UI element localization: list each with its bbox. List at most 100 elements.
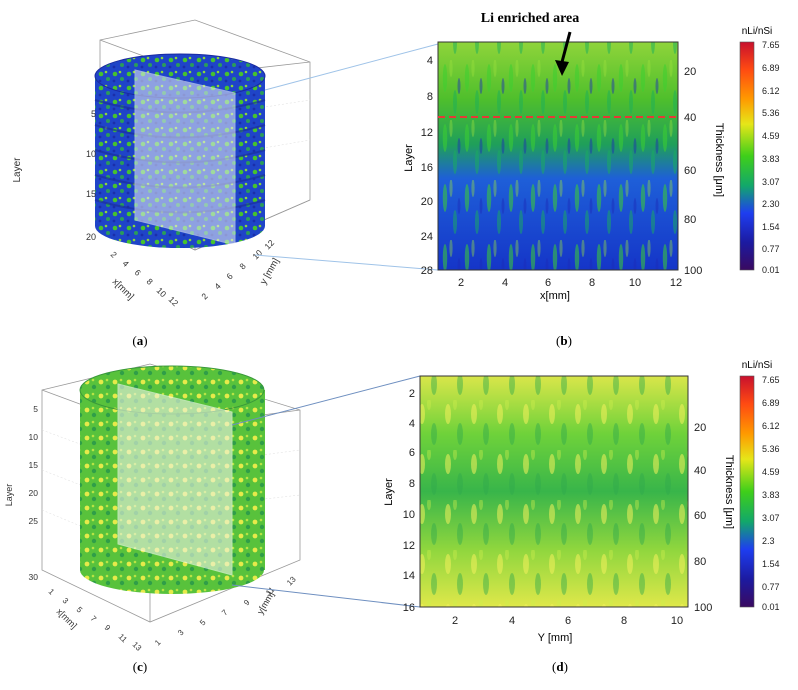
y2-tick: 40 <box>684 112 696 124</box>
x-tick: 2 <box>458 277 464 289</box>
cbar-tick: 3.83 <box>762 154 780 164</box>
x-tick: 4 <box>509 615 515 627</box>
y2-tick: 60 <box>694 510 706 522</box>
annotation-arrow <box>555 31 572 76</box>
y-tick: 4 <box>212 281 223 292</box>
panel-d-y2-label: Thickness [μm] <box>723 455 735 529</box>
y-tick: 13 <box>285 574 298 587</box>
x-tick: 8 <box>621 615 627 627</box>
cbar-tick: 4.59 <box>762 131 780 141</box>
cbar-tick: 4.59 <box>762 467 780 477</box>
panel-a: 5 10 15 20 Layer 2 4 6 8 10 12 x[mm] 2 4… <box>12 19 311 348</box>
x-tick: 3 <box>61 596 71 606</box>
y-tick: 6 <box>409 447 415 459</box>
leader-line-bottom-cd <box>231 584 421 608</box>
panel-c-y-label: y[mm] <box>255 590 276 616</box>
x-tick: 10 <box>155 285 169 299</box>
x-tick: 8 <box>589 277 595 289</box>
panel-a-y-ticks: 2 4 6 8 10 12 <box>199 237 276 301</box>
y2-tick: 40 <box>694 465 706 477</box>
y2-tick: 100 <box>684 265 702 277</box>
panel-c-slice-plane <box>117 383 233 576</box>
cbar-tick: 3.07 <box>762 177 780 187</box>
x-tick: 7 <box>89 614 99 624</box>
panel-d-y-label: Layer <box>383 478 395 506</box>
z-tick: 20 <box>86 232 96 242</box>
leader-line-top <box>264 43 439 91</box>
x-tick: 1 <box>47 587 57 597</box>
y-tick: 16 <box>403 602 415 614</box>
x-tick: 6 <box>565 615 571 627</box>
panel-d: 2 4 6 8 10 12 14 16 Layer 20 40 60 80 10… <box>383 360 780 674</box>
cbar-tick: 0.77 <box>762 582 780 592</box>
panel-a-z-ticks: 5 10 15 20 <box>86 109 96 242</box>
z-tick: 10 <box>86 149 96 159</box>
cbar-tick: 3.07 <box>762 513 780 523</box>
panel-d-x-label: Y [mm] <box>538 632 573 644</box>
panel-d-y-ticks: 2 4 6 8 10 12 14 16 <box>403 388 415 614</box>
x-tick: 9 <box>103 623 113 633</box>
y-tick: 3 <box>176 628 186 638</box>
cbar-tick: 5.36 <box>762 444 780 454</box>
x-tick: 4 <box>502 277 508 289</box>
panel-a-y-label: y [mm] <box>258 256 282 286</box>
y2-tick: 80 <box>684 214 696 226</box>
panel-b-y-label: Layer <box>403 144 415 172</box>
panel-c-x-ticks: 1 3 5 7 9 11 13 <box>47 587 144 653</box>
y-tick: 10 <box>403 509 415 521</box>
y-tick: 12 <box>421 127 433 139</box>
panel-a-z-label: Layer <box>12 157 23 183</box>
y2-tick: 100 <box>694 602 712 614</box>
panel-b-y2-label: Thickness [μm] <box>713 123 725 197</box>
x-tick: 12 <box>670 277 682 289</box>
x-tick: 13 <box>131 640 144 653</box>
y-tick: 4 <box>427 55 433 67</box>
x-tick: 11 <box>117 632 130 645</box>
colorbar-d-ticks: 7.65 6.89 6.12 5.36 4.59 3.83 3.07 2.3 1… <box>762 375 780 612</box>
x-tick: 6 <box>133 267 144 278</box>
y-tick: 16 <box>421 162 433 174</box>
x-tick: 8 <box>145 276 156 287</box>
cbar-tick: 6.12 <box>762 421 780 431</box>
y-tick: 5 <box>198 618 208 628</box>
colorbar-b-ticks: 7.65 6.89 6.12 5.36 4.59 3.83 3.07 2.30 … <box>762 40 780 275</box>
panel-c-z-label: Layer <box>4 484 14 507</box>
z-tick: 10 <box>29 432 39 442</box>
y-tick: 2 <box>199 291 210 302</box>
colorbar-b-title: nLi/nSi <box>742 26 773 37</box>
panel-a-caption: (a) <box>132 333 147 348</box>
panel-b-x-label: x[mm] <box>540 290 570 302</box>
z-tick: 30 <box>29 572 39 582</box>
y2-tick: 20 <box>684 66 696 78</box>
z-tick: 5 <box>33 404 38 414</box>
panel-b-y-ticks: 4 8 12 16 20 24 28 <box>421 55 433 277</box>
leader-line-top-cd <box>231 375 421 426</box>
panel-b: Li enriched area 4 8 12 16 20 24 28 Laye… <box>403 11 780 348</box>
leader-line-bottom <box>254 254 439 271</box>
x-tick: 12 <box>167 294 181 308</box>
cbar-tick: 0.01 <box>762 602 780 612</box>
x-tick: 10 <box>671 615 683 627</box>
y-tick: 9 <box>242 598 252 608</box>
y-tick: 4 <box>409 418 415 430</box>
z-tick: 15 <box>29 460 39 470</box>
y-tick: 8 <box>237 261 248 272</box>
panel-d-caption: (d) <box>552 659 568 674</box>
x-tick: 5 <box>75 605 85 615</box>
y-tick: 7 <box>220 608 230 618</box>
y2-tick: 80 <box>694 556 706 568</box>
panel-a-x-label: x[mm] <box>110 276 136 302</box>
cbar-tick: 2.3 <box>762 536 775 546</box>
panel-a-slice-plane <box>134 69 236 246</box>
cbar-tick: 1.54 <box>762 559 780 569</box>
panel-b-y2-ticks: 20 40 60 80 100 <box>684 66 702 277</box>
x-tick: 4 <box>121 258 132 269</box>
y-tick: 10 <box>250 247 264 261</box>
x-tick: 6 <box>545 277 551 289</box>
panel-d-x-ticks: 2 4 6 8 10 <box>452 615 683 627</box>
y-tick: 1 <box>153 638 163 648</box>
x-tick: 2 <box>109 249 120 260</box>
panel-c-z-ticks: 5 10 15 20 25 30 <box>29 404 39 582</box>
annotation-label: Li enriched area <box>481 11 580 26</box>
